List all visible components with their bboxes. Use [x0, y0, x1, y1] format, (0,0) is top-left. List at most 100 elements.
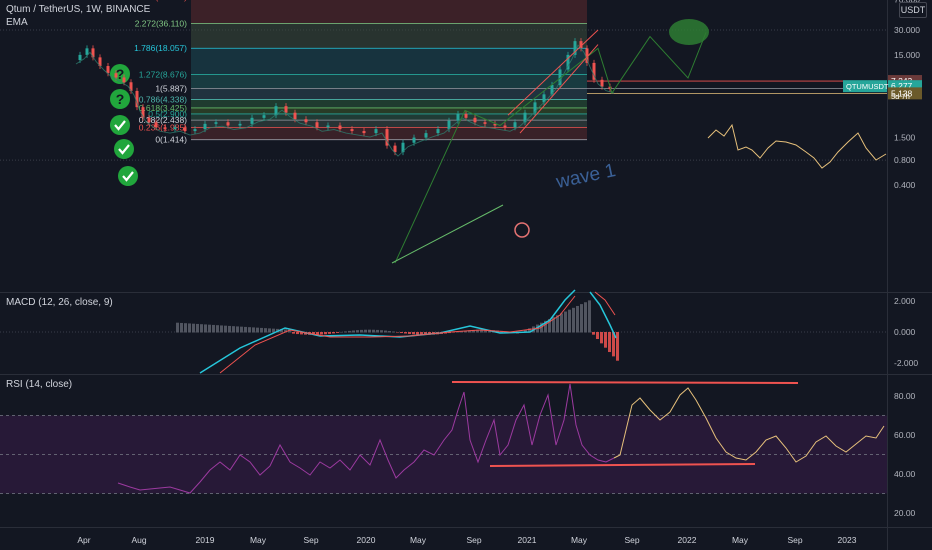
macd-histogram-bar	[284, 329, 287, 333]
macd-histogram-bar	[356, 330, 359, 333]
question-icon: ?	[110, 89, 130, 109]
macd-histogram-bar	[176, 322, 179, 333]
time-axis-label: 2021	[518, 535, 537, 545]
macd-histogram-bar	[196, 323, 199, 333]
countdown-label: 5d 7h	[891, 92, 910, 101]
macd-histogram-bar	[400, 332, 403, 334]
candle-body	[304, 119, 308, 123]
time-axis-label: May	[732, 535, 749, 545]
macd-histogram-bar	[204, 324, 207, 333]
macd-histogram-bar	[320, 332, 323, 335]
fib-zone	[191, 48, 587, 75]
rsi-resistance-line	[451, 381, 799, 384]
macd-axis-label: 2.000	[894, 296, 916, 306]
candle-body	[129, 82, 133, 91]
time-axis-label: May	[250, 535, 267, 545]
macd-histogram-bar	[412, 332, 415, 335]
macd-histogram-bar	[544, 320, 547, 333]
macd-histogram-bar	[208, 324, 211, 333]
candle-body	[592, 62, 596, 80]
macd-histogram-bar	[612, 332, 615, 357]
macd-histogram-bar	[472, 329, 475, 333]
macd-histogram-bar	[460, 331, 463, 333]
candle-body	[550, 84, 554, 95]
candle-body	[523, 112, 527, 123]
macd-histogram-bar	[180, 322, 183, 333]
macd-histogram-bar	[604, 332, 607, 348]
macd-histogram-bar	[184, 323, 187, 333]
macd-histogram-bar	[584, 302, 587, 333]
macd-histogram-bar	[256, 327, 259, 333]
candle-body	[274, 106, 278, 116]
candle-body	[315, 122, 319, 128]
macd-histogram-bar	[252, 327, 255, 333]
macd-histogram-bar	[464, 330, 467, 333]
fib-level-label: 0.236(1.985)	[139, 123, 187, 133]
pair-tag-label: QTUMUSDT	[846, 82, 889, 91]
candle-body	[338, 125, 342, 130]
macd-line	[589, 291, 617, 339]
wave-projection-line	[394, 32, 707, 264]
macd-histogram-bar	[592, 332, 595, 335]
macd-histogram-bar	[188, 323, 191, 333]
candle-body	[483, 122, 487, 124]
candle-body	[493, 123, 497, 126]
fib-level-label: 2.272(36.110)	[135, 18, 187, 28]
macd-histogram-bar	[384, 330, 387, 333]
fib-level-label: 0(1.414)	[155, 135, 187, 145]
macd-axis-label: 0.000	[894, 327, 916, 337]
macd-histogram-bar	[272, 328, 275, 333]
fib-zone	[191, 120, 587, 128]
rsi-title[interactable]: RSI (14, close)	[6, 379, 73, 390]
macd-histogram-bar	[260, 327, 263, 333]
candle-body	[473, 117, 477, 123]
fib-zone	[191, 127, 587, 140]
price-axis-label: 0.400	[894, 180, 916, 190]
time-axis-label: Sep	[466, 535, 481, 545]
fib-zone	[191, 99, 587, 108]
price-axis-label: 1.500	[894, 133, 916, 143]
macd-histogram-bar	[416, 332, 419, 335]
macd-histogram-bar	[468, 330, 471, 333]
macd-histogram-bar	[200, 324, 203, 333]
candle-body	[98, 57, 102, 67]
candle-body	[284, 106, 288, 113]
macd-histogram-bar	[244, 326, 247, 333]
macd-histogram-bar	[480, 329, 483, 333]
time-axis-label: 2019	[196, 535, 215, 545]
ema-indicator-label[interactable]: EMA	[6, 17, 28, 28]
price-axis-label: 15.000	[894, 50, 920, 60]
fib-level-label: 1(5.887)	[155, 83, 187, 93]
macd-histogram-bar	[556, 315, 559, 333]
macd-histogram-bar	[452, 332, 455, 333]
candle-body	[393, 145, 397, 153]
time-axis-label: Apr	[77, 535, 90, 545]
check-icon	[114, 139, 134, 159]
candle-body	[183, 127, 187, 132]
price-tag-label: 5.138	[891, 88, 913, 98]
candle-body	[350, 129, 354, 132]
macd-histogram-bar	[344, 331, 347, 333]
rsi-axis-label: 20.00	[894, 508, 916, 518]
macd-histogram-bar	[216, 325, 219, 333]
candle-body	[122, 77, 126, 83]
candle-body	[456, 113, 460, 121]
price-axis-label: 0.800	[894, 155, 916, 165]
macd-histogram-bar	[268, 328, 271, 333]
symbol-title[interactable]: Qtum / TetherUS, 1W, BINANCE	[6, 4, 151, 15]
macd-histogram-bar	[588, 300, 591, 333]
svg-text:?: ?	[116, 91, 125, 107]
macd-histogram-bar	[360, 329, 363, 333]
macd-histogram-bar	[572, 307, 575, 333]
currency-button[interactable]: USDT	[899, 2, 927, 18]
candle-body	[533, 102, 537, 113]
macd-histogram-bar	[240, 326, 243, 333]
rsi-line	[117, 383, 615, 494]
macd-histogram-bar	[228, 325, 231, 333]
macd-title[interactable]: MACD (12, 26, close, 9)	[6, 297, 113, 308]
macd-histogram-bar	[456, 331, 459, 333]
macd-histogram-bar	[316, 332, 319, 335]
candle-body	[154, 122, 158, 128]
